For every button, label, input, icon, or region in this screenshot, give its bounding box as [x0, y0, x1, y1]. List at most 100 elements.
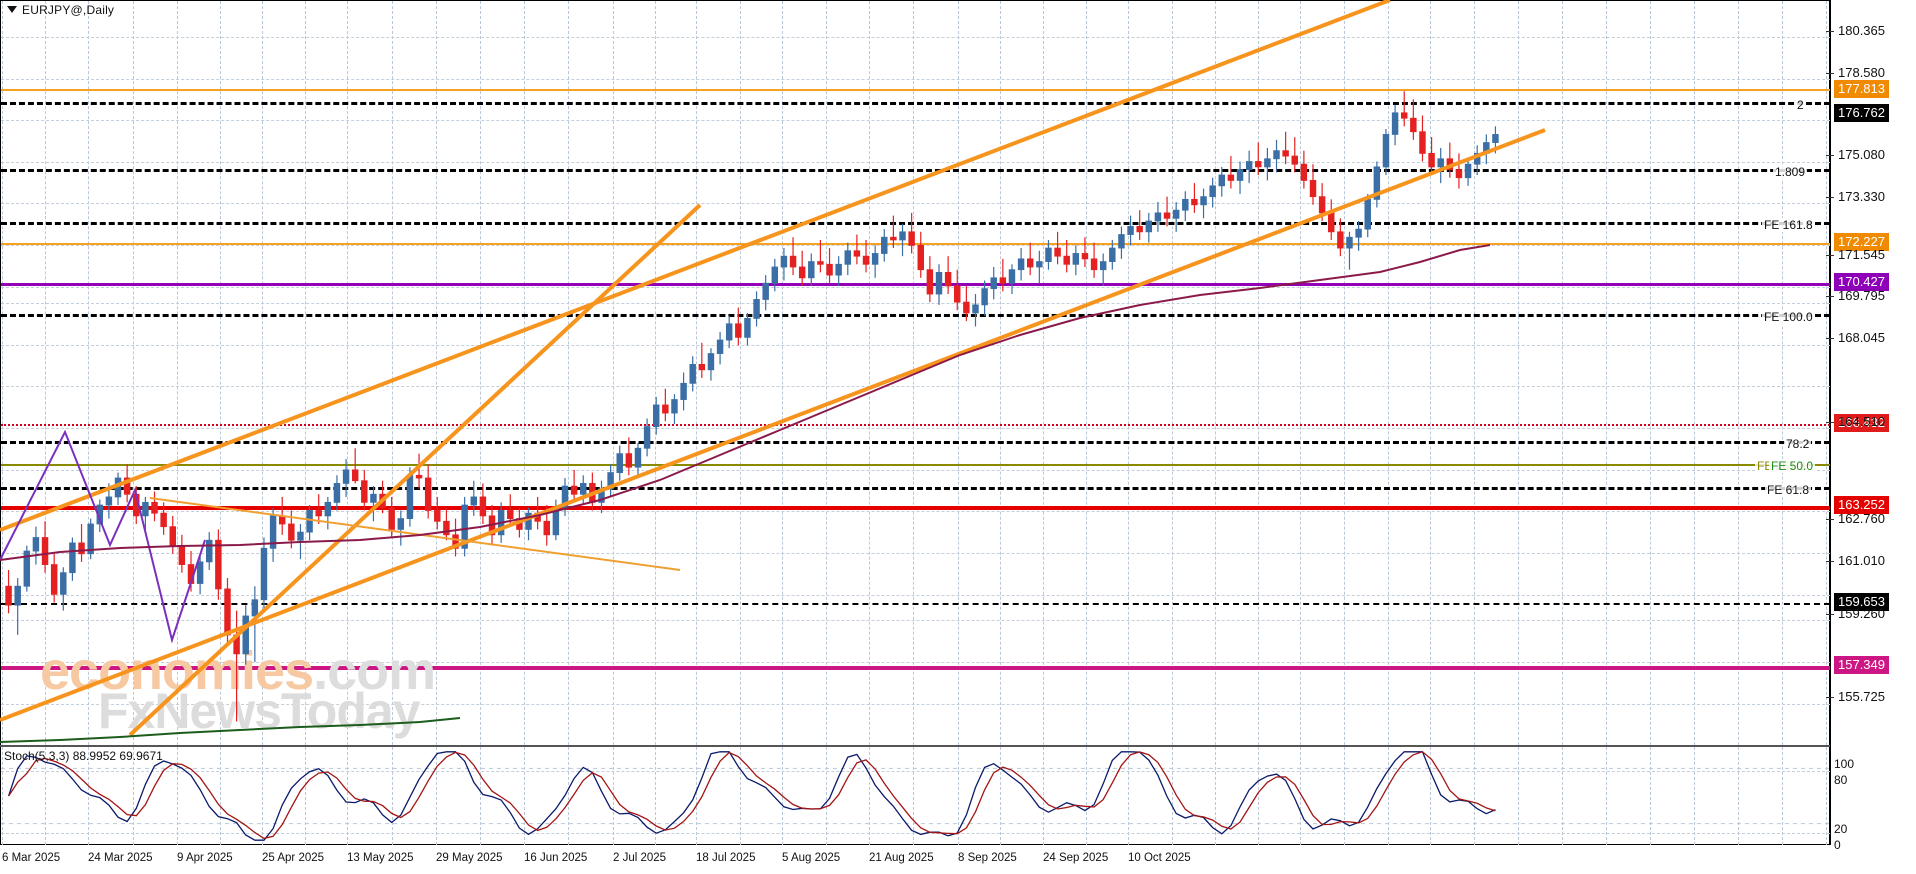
price-axis-tickmark	[1826, 296, 1834, 297]
grid-line-vertical	[436, 1, 437, 845]
grid-line-vertical	[2, 1, 3, 845]
grid-line-vertical	[1562, 1, 1563, 845]
indicator-axis-tick: 100	[1834, 757, 1855, 771]
fib-level-tag: FE 50.0	[1769, 459, 1816, 473]
price-axis-tick: 171.545	[1838, 247, 1885, 262]
price-axis-badge: 166.432	[1834, 414, 1889, 432]
grid-line-horizontal	[1, 386, 1830, 387]
grid-line-horizontal	[1, 833, 1830, 834]
fib-782-level	[1, 441, 1830, 444]
chevron-down-icon[interactable]	[7, 6, 17, 13]
price-axis-tick: 180.365	[1838, 23, 1885, 38]
grid-line-horizontal	[1, 79, 1830, 80]
fib-fe1000-level	[1, 314, 1830, 317]
price-axis-tick: 173.330	[1838, 189, 1885, 204]
price-axis-tick: 159.260	[1838, 606, 1885, 621]
indicator-axis-tick: 20	[1834, 822, 1848, 836]
fib-level-tag: FE 61.8	[1765, 483, 1812, 497]
date-axis-tick: 6 Mar 2025	[2, 852, 61, 864]
grid-line-vertical	[1430, 1, 1431, 845]
grid-line-vertical	[1738, 1, 1739, 845]
grid-line-vertical	[1215, 1, 1216, 845]
grid-line-vertical	[655, 1, 656, 845]
grid-line-vertical	[1518, 1, 1519, 845]
price-axis-tick: 161.010	[1838, 553, 1885, 568]
fib-fe1618-level	[1, 222, 1830, 225]
price-axis-badge: 159.653	[1834, 593, 1889, 611]
date-axis-tick: 9 Apr 2025	[177, 852, 233, 864]
grid-line-vertical	[1606, 1, 1607, 845]
grid-line-vertical	[1344, 1, 1345, 845]
price-axis-tickmark	[1826, 561, 1834, 562]
price-axis-tick: 169.795	[1838, 288, 1885, 303]
fib-olive-level	[1, 464, 1830, 466]
grid-line-vertical	[740, 1, 741, 845]
fib-level-tag: 2	[1795, 98, 1806, 112]
price-axis-tickmark	[1826, 614, 1834, 615]
indicator-axis-tick: 0	[1834, 838, 1841, 852]
grid-line-vertical	[568, 1, 569, 845]
grid-line-vertical	[826, 1, 827, 845]
grid-line-horizontal	[1, 203, 1830, 204]
grid-line-vertical	[1043, 1, 1044, 845]
date-axis-tick: 10 Oct 2025	[1128, 852, 1191, 864]
grid-line-vertical	[1694, 1, 1695, 845]
price-axis-tick: 168.045	[1838, 330, 1885, 345]
grid-line-horizontal	[1, 287, 1830, 288]
price-axis-badge: 176.762	[1834, 104, 1889, 122]
indicator-label: Stoch(5,3,3) 88.9952 69.9671	[4, 749, 163, 763]
price-axis-tickmark	[1826, 155, 1834, 156]
grid-line-horizontal	[1, 620, 1830, 621]
price-axis-badge: 170.427	[1834, 273, 1889, 291]
grid-line-horizontal	[1, 595, 1830, 596]
grid-line-vertical	[524, 1, 525, 845]
date-axis-tick: 13 May 2025	[347, 852, 414, 864]
price-axis-tickmark	[1826, 31, 1834, 32]
grid-line-vertical	[1826, 1, 1827, 845]
date-axis-tick: 24 Mar 2025	[88, 852, 153, 864]
price-axis-tick: 164.510	[1838, 414, 1885, 429]
price-axis-badge: 163.252	[1834, 496, 1889, 514]
date-axis-tick: 2 Jul 2025	[613, 852, 667, 864]
level-purple-170427	[1, 283, 1830, 286]
grid-line-vertical	[869, 1, 870, 845]
date-axis-tick: 18 Jul 2025	[696, 852, 756, 864]
price-axis-tickmark	[1826, 422, 1834, 423]
price-axis-tick: 162.760	[1838, 511, 1885, 526]
grid-line-vertical	[958, 1, 959, 845]
grid-line-vertical	[1474, 1, 1475, 845]
grid-line-vertical	[480, 1, 481, 845]
date-axis-tick: 29 May 2025	[436, 852, 503, 864]
date-axis-tick: 5 Aug 2025	[782, 852, 841, 864]
grid-line-horizontal	[1, 428, 1830, 429]
price-axis-tickmark	[1826, 255, 1834, 256]
grid-line-horizontal	[1, 470, 1830, 471]
price-axis-tick: 155.725	[1838, 689, 1885, 704]
fib-2-level	[1, 102, 1830, 105]
fib-fe618-level	[1, 487, 1830, 490]
grid-line-vertical	[1000, 1, 1001, 845]
indicator-axis-tick: 80	[1834, 773, 1848, 787]
panel-divider	[0, 745, 1830, 747]
fib-level-tag: FE 100.0	[1762, 310, 1815, 324]
resistance-orange-177813	[1, 89, 1830, 91]
grid-line-vertical	[696, 1, 697, 845]
grid-line-horizontal	[1, 303, 1830, 304]
grid-line-horizontal	[1, 511, 1830, 512]
price-axis-tickmark	[1826, 73, 1834, 74]
date-axis-tick: 25 Apr 2025	[262, 852, 325, 864]
price-axis-tick: 178.580	[1838, 65, 1885, 80]
grid-line-vertical	[1128, 1, 1129, 845]
grid-line-vertical	[782, 1, 783, 845]
price-axis-tickmark	[1826, 519, 1834, 520]
grid-line-vertical	[1086, 1, 1087, 845]
grid-line-vertical	[1258, 1, 1259, 845]
level-black-dashed-159653	[1, 603, 1830, 605]
watermark-fxnewstoday: FxNewsToday	[98, 683, 420, 739]
grid-line-horizontal	[1, 162, 1830, 163]
fib-level-tag: FE 161.8	[1762, 218, 1815, 232]
price-axis-tickmark	[1826, 197, 1834, 198]
grid-line-vertical	[913, 1, 914, 845]
fib-1809-level	[1, 169, 1830, 172]
grid-line-vertical	[1300, 1, 1301, 845]
